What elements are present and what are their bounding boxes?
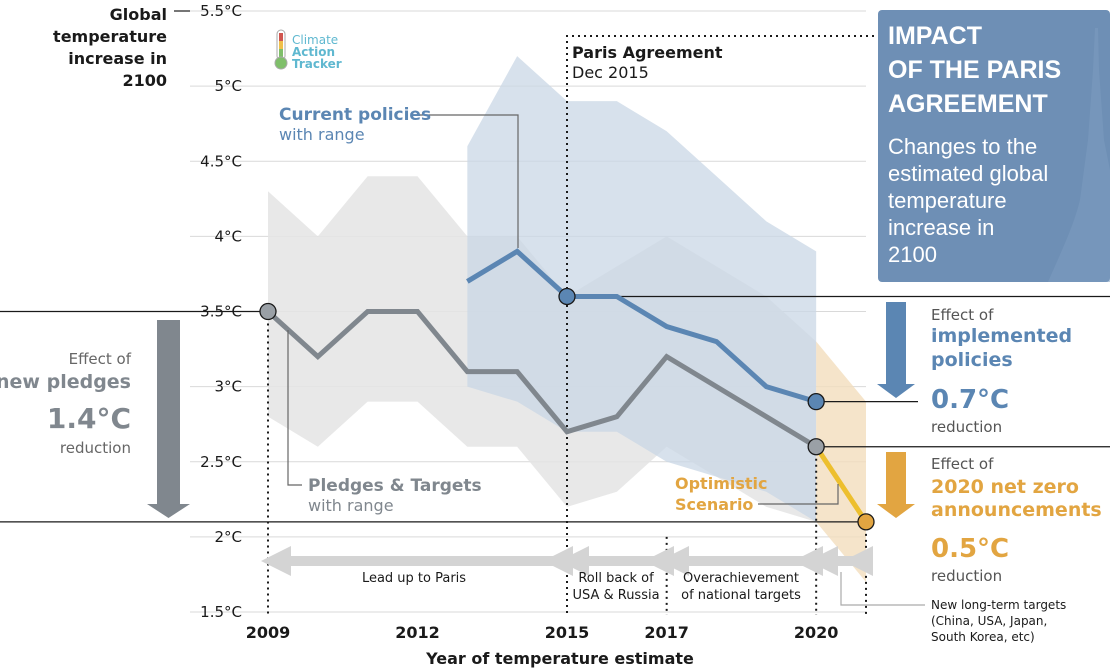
netzero-effect-post: reduction xyxy=(931,567,1002,585)
pledges-label: Pledges & Targets xyxy=(308,476,482,496)
data-point-marker xyxy=(807,438,825,456)
pledges-leader xyxy=(287,330,302,486)
effect-net-zero: Effect of 2020 net zero announcements 0.… xyxy=(877,452,1102,585)
x-tick-label: 2020 xyxy=(794,623,839,642)
ylabel-line-3: increase in xyxy=(68,49,167,68)
y-tick-label: 5.5°C xyxy=(200,2,242,20)
y-tick-label: 3°C xyxy=(214,378,242,396)
x-tick-label: 2012 xyxy=(395,623,440,642)
band-current-policies xyxy=(467,56,817,522)
policies-effect-post: reduction xyxy=(931,418,1002,436)
down-arrow-icon xyxy=(877,302,915,398)
title-box: IMPACT OF THE PARIS AGREEMENT Changes to… xyxy=(878,10,1110,282)
netzero-effect-value: 0.5°C xyxy=(931,534,1009,564)
netzero-effect-title-1: 2020 net zero xyxy=(931,476,1079,498)
policies-effect-title-1: implemented xyxy=(931,325,1072,347)
netzero-effect-title-2: announcements xyxy=(931,499,1102,521)
data-point-marker xyxy=(259,302,277,321)
y-tick-label: 2°C xyxy=(214,528,242,546)
note-line-1: New long-term targets xyxy=(931,598,1066,612)
current-leader xyxy=(412,114,519,248)
note-line-2: (China, USA, Japan, xyxy=(931,614,1047,628)
policies-effect-pre: Effect of xyxy=(931,306,994,324)
climate-action-tracker-logo: Climate Action Tracker xyxy=(274,29,342,71)
down-arrow-icon xyxy=(877,452,915,518)
series-line-current-policies xyxy=(466,248,817,405)
x-tick-label: 2009 xyxy=(246,623,291,642)
reference-lines xyxy=(0,295,1110,523)
data-point-marker xyxy=(807,392,825,411)
effect-implemented-policies: Effect of implemented policies 0.7°C red… xyxy=(877,302,1072,436)
ylabel-line-4: 2100 xyxy=(122,71,167,90)
pledges-effect-post: reduction xyxy=(60,439,131,457)
optimistic-label-1: Optimistic xyxy=(675,474,767,493)
policies-effect-title-2: policies xyxy=(931,349,1013,371)
policies-effect-value: 0.7°C xyxy=(931,385,1009,415)
y-tick-label: 5°C xyxy=(214,77,242,95)
y-tick-label: 3.5°C xyxy=(200,303,242,321)
paris-agreement-label: Paris Agreement xyxy=(572,43,723,62)
x-tick-label: 2015 xyxy=(545,623,590,642)
eiffel-tower-icon xyxy=(1048,28,1110,282)
current-policies-sublabel: with range xyxy=(279,125,365,144)
period-bars: Lead up to Paris Roll back of USA & Russ… xyxy=(261,546,873,603)
subtitle-line-3: temperature xyxy=(888,188,1007,213)
leader-lines xyxy=(287,114,839,505)
pledges-effect-title: new pledges xyxy=(0,371,131,393)
subtitle-line-1: Changes to the xyxy=(888,134,1037,159)
svg-text:Changes to the estimated: Changes to the estimated global temperat… xyxy=(888,134,1054,267)
ylabel-line-2: temperature xyxy=(53,27,167,46)
x-tick-label: 2017 xyxy=(644,623,689,642)
note-line-3: South Korea, etc) xyxy=(931,630,1035,644)
period-label-roll-back-1: Roll back of xyxy=(578,571,654,586)
y-axis-label: Global temperature increase in 2100 xyxy=(53,5,167,90)
data-point-marker xyxy=(558,287,576,306)
series-line-pledges-targets xyxy=(266,309,818,449)
pledges-effect-value: 1.4°C xyxy=(47,402,131,435)
title-line-2: OF THE PARIS xyxy=(888,56,1061,84)
y-tick-label: 4°C xyxy=(214,227,242,245)
series-markers xyxy=(259,287,875,531)
x-axis-ticks: 2009 2012 2015 2017 2020 xyxy=(246,623,839,642)
subtitle-line-4: increase in xyxy=(888,215,994,240)
title-line-1: IMPACT xyxy=(888,22,982,50)
subtitle-line-5: 2100 xyxy=(888,242,937,267)
ylabel-line-1: Global xyxy=(110,5,167,24)
subtitle-line-2: estimated global xyxy=(888,161,1048,186)
period-label-overachievement-1: Overachievement xyxy=(683,571,799,586)
y-tick-label: 2.5°C xyxy=(200,453,242,471)
period-label-roll-back-2: USA & Russia xyxy=(572,588,659,603)
series-line-optimistic-scenario xyxy=(814,445,869,524)
optimistic-leader xyxy=(758,484,839,505)
title-line-3: AGREEMENT xyxy=(888,90,1048,118)
pledges-sublabel: with range xyxy=(308,496,394,515)
period-label-lead-up: Lead up to Paris xyxy=(362,571,466,586)
optimistic-label-2: Scenario xyxy=(675,495,753,514)
down-arrow-icon xyxy=(147,320,190,518)
current-policies-label: Current policies xyxy=(279,105,431,125)
pledges-effect-pre: Effect of xyxy=(69,350,132,368)
y-tick-label: 1.5°C xyxy=(200,603,242,621)
netzero-effect-pre: Effect of xyxy=(931,455,994,473)
logo-line-3: Tracker xyxy=(292,57,342,71)
y-axis-ticks: 1.5°C 2°C 2.5°C 3°C 3.5°C 4°C 4.5°C 5°C 5.5°C xyxy=(174,2,242,621)
y-tick-label: 4.5°C xyxy=(200,152,242,170)
period-label-overachievement-2: of national targets xyxy=(681,588,801,603)
new-targets-note: New long-term targets (China, USA, Japan… xyxy=(840,572,1066,644)
data-point-marker xyxy=(857,513,875,531)
thermometer-icon xyxy=(274,29,288,70)
logo-line-2: Action xyxy=(292,45,335,59)
logo-line-1: Climate xyxy=(292,33,338,47)
paris-agreement-date: Dec 2015 xyxy=(572,63,649,82)
series-lines xyxy=(266,248,869,524)
x-axis-label: Year of temperature estimate xyxy=(425,649,694,668)
effect-new-pledges: Effect of new pledges 1.4°C reduction xyxy=(0,320,190,518)
svg-text:IMPACT OF THE PARIS: IMPACT OF THE PARIS AGREEMENT xyxy=(888,22,1068,118)
